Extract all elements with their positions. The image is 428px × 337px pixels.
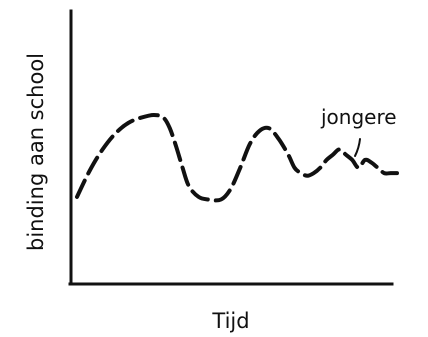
annotation-pointer xyxy=(354,138,361,157)
y-axis-label: binding aan school xyxy=(24,53,48,251)
x-axis-label: Tijd xyxy=(211,309,249,333)
series-line-jongere xyxy=(75,113,399,203)
series-annotation-label: jongere xyxy=(320,105,397,129)
